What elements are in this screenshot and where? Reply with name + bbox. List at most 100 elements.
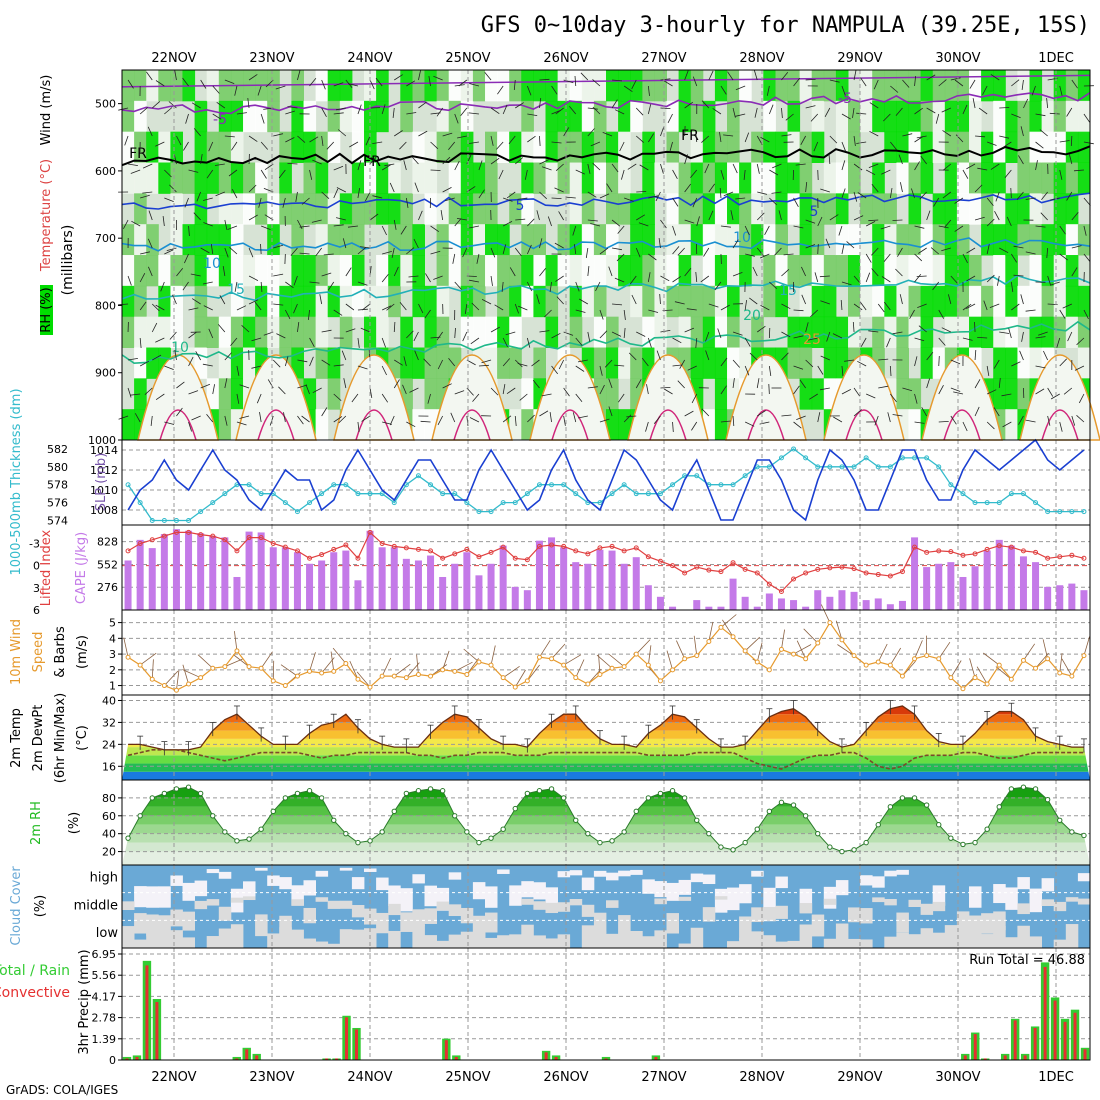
wind-barb: [536, 210, 540, 221]
lifted-index-point: [996, 543, 1002, 549]
wind-barb-10m: [1023, 643, 1036, 661]
cloud-cell: [872, 897, 885, 903]
wind-barb: [672, 276, 682, 283]
wind-barb: [228, 169, 238, 177]
cloud-cell: [884, 936, 897, 948]
cape-bar: [390, 547, 398, 610]
rh-cell: [702, 347, 716, 379]
wind-barb: [217, 324, 226, 333]
wind-speed-point: [355, 676, 361, 682]
top-date-label: 24NOV: [347, 51, 392, 66]
precip-convective-bar: [1043, 966, 1047, 1060]
rh-cell: [981, 193, 994, 225]
cloud-cell: [751, 870, 764, 877]
wind-barb: [889, 188, 893, 199]
wind-barb: [454, 218, 462, 227]
rh-cell: [944, 131, 958, 163]
lifted-index-point: [561, 543, 567, 549]
cape-bar: [257, 532, 265, 610]
rh-point: [790, 802, 797, 808]
wind-barb: [841, 113, 851, 120]
wind-barb: [526, 85, 532, 96]
rh-cell: [569, 193, 583, 225]
wind-barb: [200, 154, 203, 165]
wind-speed-point: [657, 678, 663, 684]
wind-barb: [164, 249, 174, 255]
rh-cell: [581, 162, 595, 194]
cape-bar: [620, 563, 628, 610]
cloud-cell: [860, 908, 873, 924]
top-date-label: 27NOV: [641, 51, 686, 66]
wind-barb: [384, 163, 395, 167]
wind-barb-10m: [123, 637, 129, 658]
rh-cell: [255, 255, 268, 287]
wind-barb: [723, 191, 734, 197]
wind-barb: [234, 85, 238, 96]
wind-barb: [768, 383, 770, 395]
precip-convective-bar: [454, 1056, 458, 1060]
cloud-cell: [448, 934, 462, 948]
rh-cell: [690, 224, 704, 256]
wind-barb: [191, 102, 201, 109]
rh-cell: [848, 131, 861, 163]
rh-cell: [872, 193, 885, 225]
cape-bar: [439, 576, 447, 610]
wind-barb: [950, 77, 961, 81]
isotherm-line: [121, 74, 1091, 88]
cape-bar: [1080, 590, 1088, 610]
wind-barb: [458, 79, 468, 87]
cloud-cell: [509, 885, 522, 906]
cloud-cell: [303, 907, 316, 924]
rh-cell: [969, 193, 982, 225]
wind-barb: [372, 195, 383, 199]
wind-barb: [448, 141, 456, 150]
li-tick-label: 6: [33, 604, 40, 617]
lifted-index-point: [1045, 555, 1051, 561]
wind-barb: [735, 113, 746, 117]
thickness-point: [1008, 491, 1014, 497]
wind-barb: [814, 272, 819, 283]
cape-bar: [886, 604, 894, 610]
wind-barb: [658, 238, 661, 249]
rh-band: [122, 787, 1090, 789]
cloud-cell: [593, 912, 607, 933]
wind-barb: [168, 101, 177, 109]
wind-barb: [805, 182, 808, 193]
rh-cell: [545, 316, 559, 348]
wind-speed-point: [1020, 657, 1026, 663]
thickness-point: [367, 491, 373, 497]
wind-barb: [273, 273, 284, 277]
wind-barb: [587, 128, 595, 137]
wind-barb: [926, 210, 931, 221]
rh-cell: [714, 131, 728, 163]
wind-barb: [883, 113, 891, 122]
wind-barb: [321, 407, 328, 417]
lifted-index-point: [706, 567, 712, 573]
thickness-tick-label: 576: [47, 497, 68, 510]
cape-bar: [330, 552, 338, 610]
wind-speed-point: [996, 662, 1002, 668]
wind-barb: [660, 275, 670, 282]
wind-barb: [393, 379, 400, 389]
wind-barb: [703, 247, 710, 257]
wind-barb-10m: [349, 660, 359, 680]
wind-barb: [720, 385, 727, 395]
wind-barb: [841, 160, 846, 171]
wind-barb: [853, 163, 863, 171]
rh-point: [379, 829, 385, 835]
temp-band: [122, 730, 1090, 739]
rh-cell: [485, 193, 498, 225]
wind-barb: [841, 281, 852, 286]
rh-cell: [835, 131, 849, 163]
wind-barb: [248, 247, 254, 258]
wind-barb: [720, 420, 731, 423]
wind-barb: [824, 107, 831, 117]
rh-cell: [896, 378, 909, 410]
wind-barb: [195, 351, 201, 361]
lifted-index-point: [948, 549, 954, 555]
wind-barb: [781, 303, 791, 310]
wind-barb: [152, 354, 162, 361]
rh-cell: [122, 162, 135, 194]
cape-bar: [560, 547, 568, 610]
wind-barb: [684, 70, 689, 81]
